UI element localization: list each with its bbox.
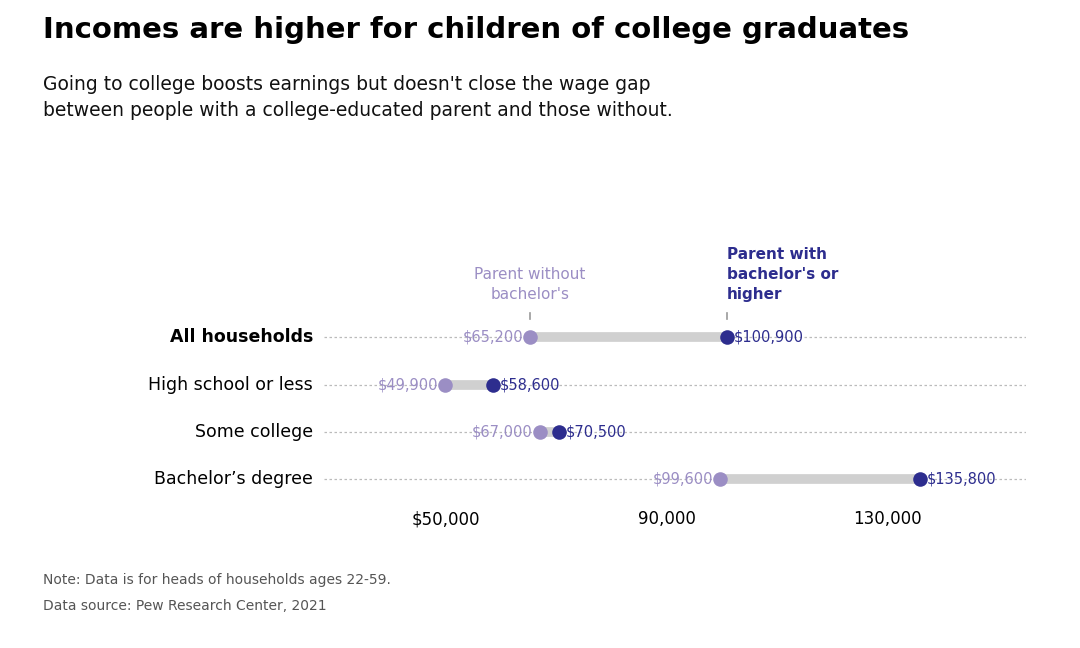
Point bbox=[485, 380, 502, 390]
Point bbox=[521, 332, 538, 343]
Text: $70,500: $70,500 bbox=[566, 424, 626, 439]
Text: Data source: Pew Research Center, 2021: Data source: Pew Research Center, 2021 bbox=[43, 599, 327, 614]
Point bbox=[912, 474, 929, 485]
Text: All households: All households bbox=[170, 329, 313, 347]
Point bbox=[436, 380, 454, 390]
Text: Going to college boosts earnings but doesn't close the wage gap
between people w: Going to college boosts earnings but doe… bbox=[43, 75, 673, 120]
Point bbox=[551, 427, 568, 437]
Text: $65,200: $65,200 bbox=[462, 330, 523, 345]
Text: Bachelor’s degree: Bachelor’s degree bbox=[154, 470, 313, 489]
Text: Note: Data is for heads of households ages 22-59.: Note: Data is for heads of households ag… bbox=[43, 573, 391, 588]
Text: Parent with
bachelor's or
higher: Parent with bachelor's or higher bbox=[727, 248, 838, 302]
Text: High school or less: High school or less bbox=[148, 376, 313, 394]
Text: $135,800: $135,800 bbox=[927, 472, 996, 487]
Point bbox=[711, 474, 728, 485]
Point bbox=[531, 427, 549, 437]
Text: $49,900: $49,900 bbox=[378, 377, 438, 392]
Point bbox=[718, 332, 735, 343]
Text: $100,900: $100,900 bbox=[733, 330, 804, 345]
Text: Parent without
bachelor's: Parent without bachelor's bbox=[474, 267, 585, 302]
Text: $67,000: $67,000 bbox=[472, 424, 532, 439]
Text: $99,600: $99,600 bbox=[652, 472, 713, 487]
Text: $58,600: $58,600 bbox=[500, 377, 561, 392]
Text: Some college: Some college bbox=[195, 423, 313, 441]
Text: Incomes are higher for children of college graduates: Incomes are higher for children of colle… bbox=[43, 16, 909, 44]
